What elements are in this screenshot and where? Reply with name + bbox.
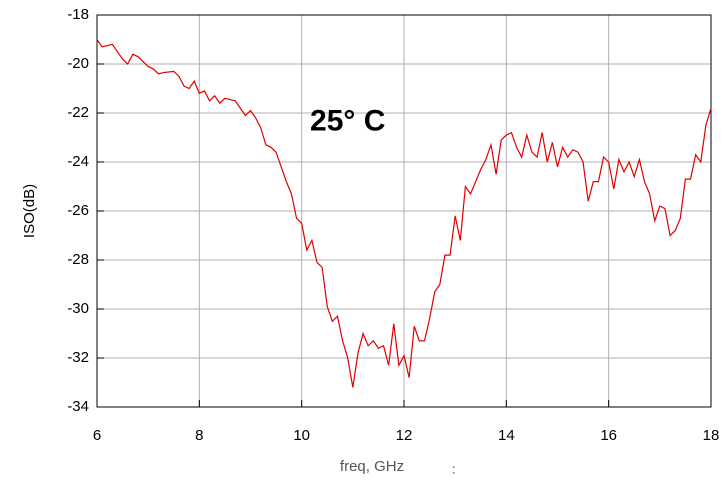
- y-tick-label: -32: [67, 349, 89, 366]
- x-tick-label: 18: [703, 427, 720, 444]
- y-tick-label: -26: [67, 202, 89, 219]
- x-tick-label: 12: [396, 427, 413, 444]
- data-line: [96, 39, 712, 388]
- x-axis-label: freq, GHz: [340, 458, 404, 475]
- x-tick-label: 8: [195, 427, 203, 444]
- x-tick-label: 10: [293, 427, 310, 444]
- y-tick-label: -28: [67, 251, 89, 268]
- y-tick-label: -34: [67, 398, 89, 415]
- y-tick-label: -20: [67, 55, 89, 72]
- plot-frame: [96, 14, 712, 408]
- x-tick-label: 14: [498, 427, 515, 444]
- y-tick-label: -24: [67, 153, 89, 170]
- annotation: 25° C: [310, 105, 385, 138]
- cursor-marker: :: [452, 461, 456, 476]
- y-tick-label: -22: [67, 104, 89, 121]
- y-axis-label: ISO(dB): [21, 184, 38, 238]
- y-tick-label: -30: [67, 300, 89, 317]
- y-tick-label: -18: [67, 6, 89, 23]
- x-tick-label: 6: [93, 427, 101, 444]
- x-tick-label: 16: [600, 427, 617, 444]
